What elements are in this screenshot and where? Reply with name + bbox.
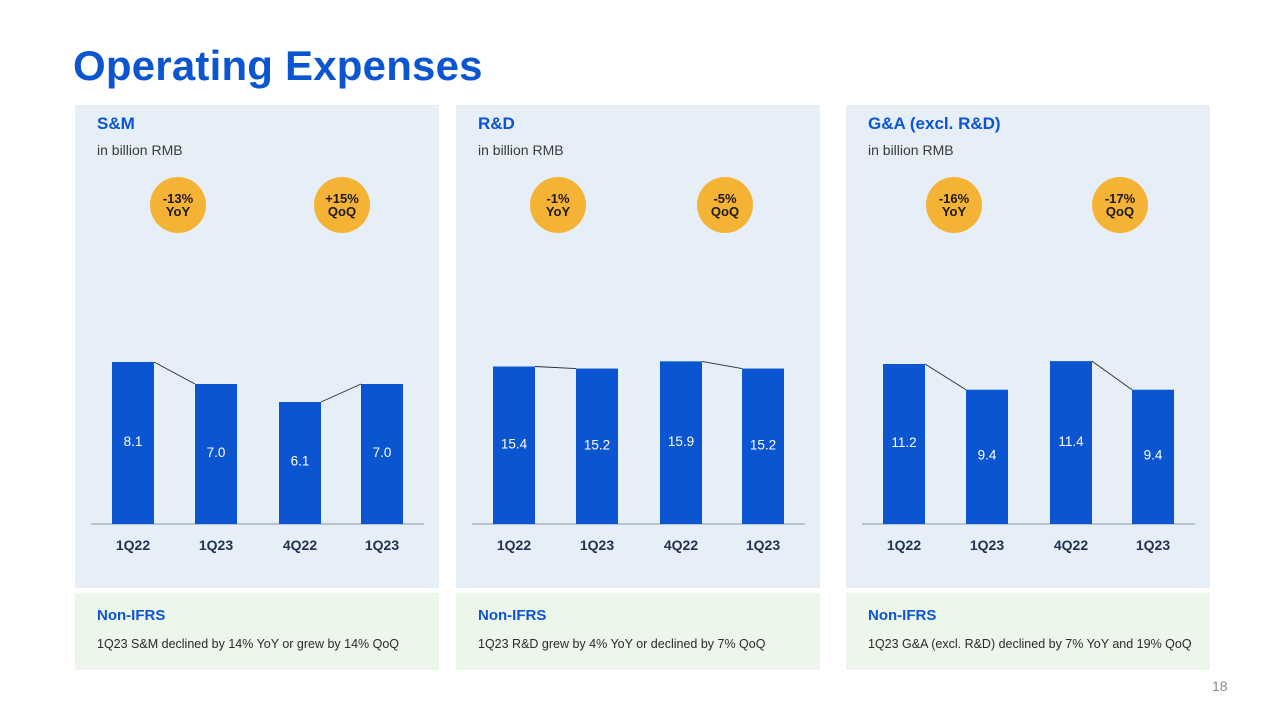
sm-bar-chart: 8.1 1Q22 7.0 1Q23 6.1 4Q22 7.0 1Q23 bbox=[91, 361, 424, 553]
panel-title: R&D bbox=[478, 114, 515, 133]
yoy-badge-value: -16% bbox=[938, 191, 970, 206]
yoy-badge-value: -13% bbox=[162, 191, 194, 206]
non-ifrs-note-rd: Non-IFRS 1Q23 R&D grew by 4% YoY or decl… bbox=[456, 593, 820, 670]
comparison-connector-line bbox=[701, 360, 743, 369]
yoy-badge: -16% YoY bbox=[926, 177, 982, 233]
category-tick-label: 1Q23 bbox=[1136, 537, 1170, 553]
ga-bar-chart: 11.2 1Q22 9.4 1Q23 11.4 4Q22 9.4 1Q23 bbox=[862, 360, 1195, 553]
bar bbox=[112, 362, 154, 524]
bar bbox=[361, 384, 403, 524]
comparison-connector-line bbox=[320, 383, 362, 403]
yoy-badge: -1% YoY bbox=[530, 177, 586, 233]
qoq-badge-label: QoQ bbox=[1105, 204, 1135, 219]
bar-value-label: 15.2 bbox=[584, 437, 610, 452]
panel-title: S&M bbox=[97, 114, 135, 133]
bar bbox=[493, 366, 535, 524]
non-ifrs-note-sm: Non-IFRS 1Q23 S&M declined by 14% YoY or… bbox=[75, 593, 439, 670]
qoq-badge-label: QoQ bbox=[327, 204, 357, 219]
yoy-badge: -13% YoY bbox=[150, 177, 206, 233]
bar-value-label: 8.1 bbox=[124, 434, 143, 449]
panel-unit-label: in billion RMB bbox=[868, 142, 954, 158]
bar bbox=[195, 384, 237, 524]
note-title: Non-IFRS bbox=[97, 607, 166, 624]
bar bbox=[1050, 361, 1092, 524]
yoy-badge-value: -1% bbox=[546, 191, 570, 206]
qoq-badge-value: -17% bbox=[1104, 191, 1136, 206]
note-text: 1Q23 S&M declined by 14% YoY or grew by … bbox=[97, 637, 400, 651]
yoy-badge-label: YoY bbox=[165, 204, 191, 219]
category-tick-label: 1Q22 bbox=[497, 537, 531, 553]
bar-value-label: 11.2 bbox=[891, 435, 916, 450]
panel-unit-label: in billion RMB bbox=[478, 142, 564, 158]
yoy-badge-label: YoY bbox=[545, 204, 571, 219]
bar bbox=[883, 364, 925, 524]
qoq-badge-label: QoQ bbox=[710, 204, 740, 219]
panel-sm: S&M in billion RMB -13% YoY +15% QoQ 8.1… bbox=[75, 105, 439, 588]
qoq-badge-value: +15% bbox=[325, 191, 359, 206]
qoq-badge: +15% QoQ bbox=[314, 177, 370, 233]
page-title: Operating Expenses bbox=[73, 42, 483, 89]
bar-value-label: 15.2 bbox=[750, 437, 776, 452]
category-tick-label: 1Q23 bbox=[580, 537, 614, 553]
bar-value-label: 9.4 bbox=[978, 448, 997, 463]
category-tick-label: 1Q22 bbox=[887, 537, 921, 553]
note-text: 1Q23 R&D grew by 4% YoY or declined by 7… bbox=[478, 637, 766, 651]
bar-value-label: 7.0 bbox=[373, 445, 392, 460]
bar bbox=[576, 368, 618, 524]
bar-value-label: 7.0 bbox=[207, 445, 226, 460]
bar-value-label: 6.1 bbox=[291, 453, 310, 468]
bar-value-label: 15.4 bbox=[501, 436, 528, 451]
category-tick-label: 1Q22 bbox=[116, 537, 150, 553]
qoq-badge: -5% QoQ bbox=[697, 177, 753, 233]
bar bbox=[742, 368, 784, 524]
note-title: Non-IFRS bbox=[478, 607, 547, 624]
bar bbox=[279, 402, 321, 524]
panel-unit-label: in billion RMB bbox=[97, 142, 183, 158]
panel-ga: G&A (excl. R&D) in billion RMB -16% YoY … bbox=[846, 105, 1210, 588]
bar bbox=[1132, 389, 1174, 524]
bar-value-label: 15.9 bbox=[668, 434, 694, 449]
non-ifrs-note-ga: Non-IFRS 1Q23 G&A (excl. R&D) declined b… bbox=[846, 593, 1210, 670]
comparison-connector-line bbox=[153, 361, 196, 385]
comparison-connector-line bbox=[534, 366, 577, 369]
note-title: Non-IFRS bbox=[868, 607, 937, 624]
qoq-badge: -17% QoQ bbox=[1092, 177, 1148, 233]
panel-title: G&A (excl. R&D) bbox=[868, 114, 1001, 133]
page-number: 18 bbox=[1212, 678, 1228, 694]
category-tick-label: 4Q22 bbox=[283, 537, 317, 553]
bar bbox=[966, 389, 1008, 524]
yoy-badge-label: YoY bbox=[941, 204, 967, 219]
comparison-connector-line bbox=[1091, 360, 1133, 391]
category-tick-label: 4Q22 bbox=[664, 537, 698, 553]
qoq-badge-value: -5% bbox=[713, 191, 737, 206]
bar-value-label: 9.4 bbox=[1144, 448, 1163, 463]
category-tick-label: 1Q23 bbox=[365, 537, 399, 553]
note-text: 1Q23 G&A (excl. R&D) declined by 7% YoY … bbox=[868, 637, 1192, 651]
category-tick-label: 4Q22 bbox=[1054, 537, 1088, 553]
bar-value-label: 11.4 bbox=[1058, 434, 1084, 449]
category-tick-label: 1Q23 bbox=[199, 537, 233, 553]
category-tick-label: 1Q23 bbox=[746, 537, 780, 553]
bar bbox=[660, 361, 702, 524]
rd-bar-chart: 15.4 1Q22 15.2 1Q23 15.9 4Q22 15.2 1Q23 bbox=[472, 360, 805, 553]
comparison-connector-line bbox=[924, 363, 967, 391]
panel-rd: R&D in billion RMB -1% YoY -5% QoQ 15.4 1… bbox=[456, 105, 820, 588]
category-tick-label: 1Q23 bbox=[970, 537, 1004, 553]
